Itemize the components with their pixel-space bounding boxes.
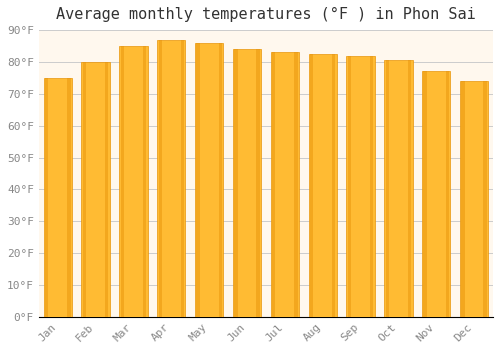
- Bar: [446, 71, 449, 317]
- Bar: [370, 56, 374, 317]
- Bar: [82, 62, 110, 317]
- Bar: [272, 52, 276, 317]
- Bar: [310, 54, 314, 317]
- Bar: [83, 62, 86, 317]
- Bar: [196, 43, 200, 317]
- Bar: [424, 71, 427, 317]
- Bar: [462, 81, 465, 317]
- Bar: [105, 62, 108, 317]
- Bar: [120, 46, 124, 317]
- Bar: [308, 54, 337, 317]
- Bar: [270, 52, 299, 317]
- Bar: [332, 54, 336, 317]
- Bar: [348, 56, 351, 317]
- Bar: [45, 78, 48, 317]
- Bar: [386, 60, 389, 317]
- Bar: [484, 81, 487, 317]
- Bar: [143, 46, 146, 317]
- Bar: [180, 40, 184, 317]
- Bar: [119, 46, 148, 317]
- Bar: [233, 49, 261, 317]
- Bar: [460, 81, 488, 317]
- Bar: [218, 43, 222, 317]
- Bar: [256, 49, 260, 317]
- Title: Average monthly temperatures (°F ) in Phon Sai: Average monthly temperatures (°F ) in Ph…: [56, 7, 476, 22]
- Bar: [234, 49, 237, 317]
- Bar: [44, 78, 72, 317]
- Bar: [408, 60, 411, 317]
- Bar: [157, 40, 186, 317]
- Bar: [158, 40, 162, 317]
- Bar: [67, 78, 70, 317]
- Bar: [346, 56, 375, 317]
- Bar: [422, 71, 450, 317]
- Bar: [294, 52, 298, 317]
- Bar: [195, 43, 224, 317]
- Bar: [384, 60, 412, 317]
